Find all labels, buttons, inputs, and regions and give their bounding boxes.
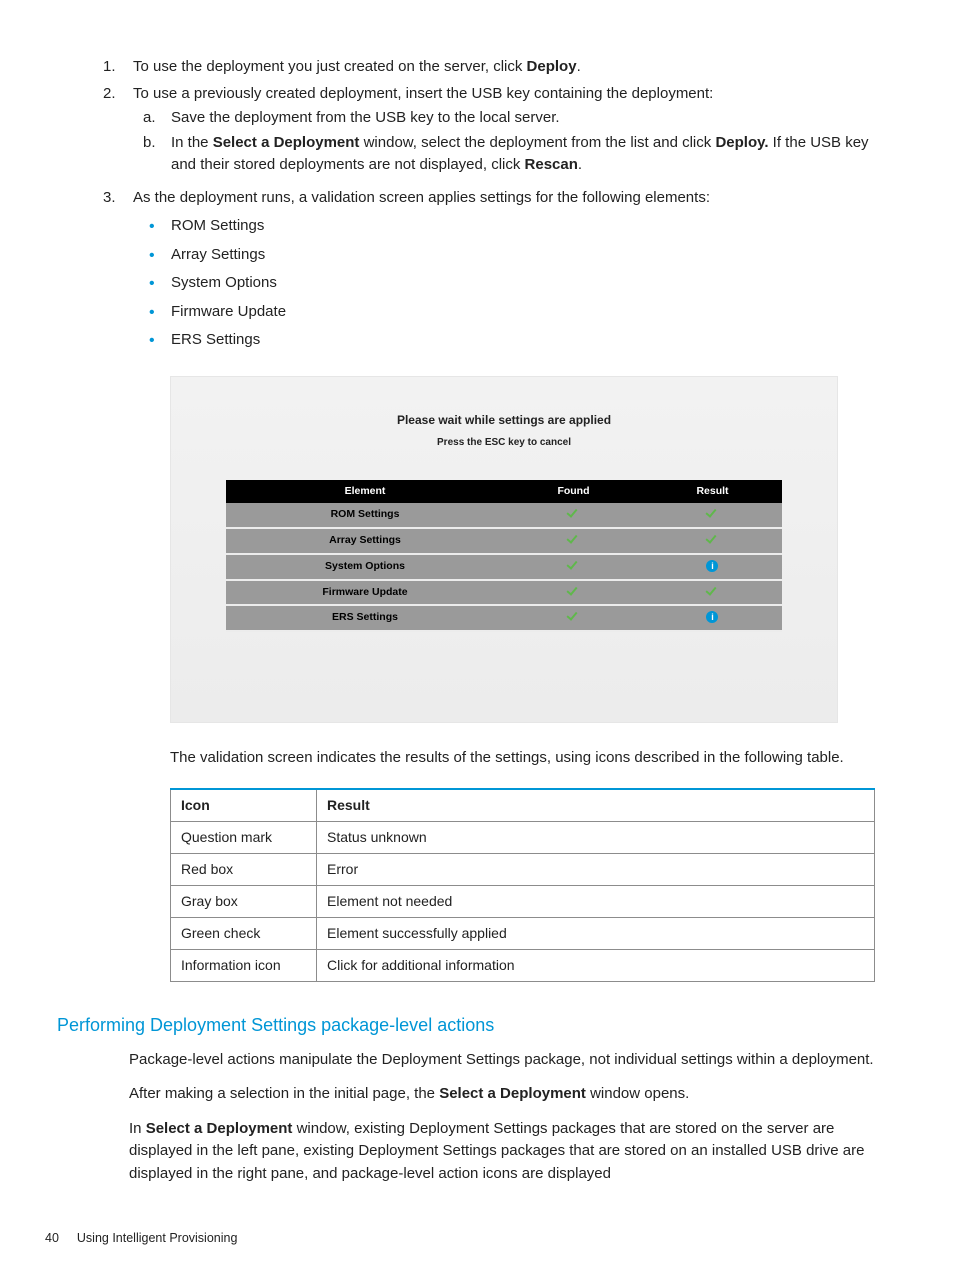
element-bullets: ROM Settings Array Settings System Optio… xyxy=(171,215,874,352)
found-cell xyxy=(504,580,643,606)
paragraph: Package-level actions manipulate the Dep… xyxy=(129,1049,874,1072)
check-icon xyxy=(566,559,580,569)
validation-screenshot: Please wait while settings are applied P… xyxy=(170,376,838,724)
step-text: To use a previously created deployment, … xyxy=(133,85,713,102)
bullet-item: ERS Settings xyxy=(171,329,874,352)
section-heading: Performing Deployment Settings package-l… xyxy=(57,1012,874,1039)
col-result: Result xyxy=(643,480,782,504)
col-found: Found xyxy=(504,480,643,504)
wait-subtitle: Press the ESC key to cancel xyxy=(201,435,807,450)
result-cell xyxy=(643,580,782,606)
found-cell xyxy=(504,554,643,580)
icon-cell: Green check xyxy=(171,917,317,949)
found-cell xyxy=(504,528,643,554)
result-cell: Click for additional information xyxy=(317,949,875,981)
found-cell xyxy=(504,605,643,631)
icon-row: Green checkElement successfully applied xyxy=(171,917,875,949)
substeps: a. Save the deployment from the USB key … xyxy=(171,107,874,177)
validation-row: Array Settings xyxy=(226,528,782,554)
bullet-item: System Options xyxy=(171,272,874,295)
paragraph: After making a selection in the initial … xyxy=(129,1083,874,1106)
substep-b: b. In the Select a Deployment window, se… xyxy=(171,132,874,177)
icon-cell: Question mark xyxy=(171,821,317,853)
col-element: Element xyxy=(226,480,504,504)
check-icon xyxy=(705,507,719,517)
validation-row: Firmware Update xyxy=(226,580,782,606)
icon-table: Icon Result Question markStatus unknownR… xyxy=(170,788,875,982)
substep-letter: b. xyxy=(143,132,156,155)
after-paragraph: The validation screen indicates the resu… xyxy=(170,747,874,770)
footer-title: Using Intelligent Provisioning xyxy=(77,1229,238,1248)
substep-text: In the Select a Deployment window, selec… xyxy=(171,134,869,174)
paragraph: In Select a Deployment window, existing … xyxy=(129,1118,874,1186)
icon-cell: Information icon xyxy=(171,949,317,981)
check-icon xyxy=(566,610,580,620)
result-cell: Element not needed xyxy=(317,885,875,917)
check-icon xyxy=(705,533,719,543)
bullet-item: ROM Settings xyxy=(171,215,874,238)
result-cell: Element successfully applied xyxy=(317,917,875,949)
element-cell: ERS Settings xyxy=(226,605,504,631)
element-cell: System Options xyxy=(226,554,504,580)
validation-row: ERS Settings xyxy=(226,605,782,631)
info-icon xyxy=(706,611,718,623)
found-cell xyxy=(504,503,643,528)
result-cell xyxy=(643,605,782,631)
icon-row: Information iconClick for additional inf… xyxy=(171,949,875,981)
result-cell xyxy=(643,503,782,528)
icon-row: Question markStatus unknown xyxy=(171,821,875,853)
step-1: 1. To use the deployment you just create… xyxy=(133,56,874,79)
validation-row: ROM Settings xyxy=(226,503,782,528)
page-footer: 40 Using Intelligent Provisioning xyxy=(45,1229,874,1248)
info-icon xyxy=(706,560,718,572)
substep-letter: a. xyxy=(143,107,156,130)
step-number: 3. xyxy=(103,187,116,210)
element-cell: ROM Settings xyxy=(226,503,504,528)
element-cell: Firmware Update xyxy=(226,580,504,606)
result-cell: Error xyxy=(317,853,875,885)
numbered-steps: 1. To use the deployment you just create… xyxy=(133,56,874,352)
check-icon xyxy=(566,585,580,595)
result-header: Result xyxy=(317,789,875,822)
icon-row: Red boxError xyxy=(171,853,875,885)
result-cell: Status unknown xyxy=(317,821,875,853)
substep-text: Save the deployment from the USB key to … xyxy=(171,109,560,126)
icon-row: Gray boxElement not needed xyxy=(171,885,875,917)
step-text: To use the deployment you just created o… xyxy=(133,58,581,75)
check-icon xyxy=(705,585,719,595)
wait-title: Please wait while settings are applied xyxy=(201,411,807,429)
check-icon xyxy=(566,533,580,543)
validation-table: Element Found Result ROM SettingsArray S… xyxy=(226,480,782,633)
step-text: As the deployment runs, a validation scr… xyxy=(133,189,710,206)
element-cell: Array Settings xyxy=(226,528,504,554)
validation-row: System Options xyxy=(226,554,782,580)
result-cell xyxy=(643,528,782,554)
check-icon xyxy=(566,507,580,517)
step-2: 2. To use a previously created deploymen… xyxy=(133,83,874,177)
bullet-item: Array Settings xyxy=(171,244,874,267)
step-3: 3. As the deployment runs, a validation … xyxy=(133,187,874,352)
step-number: 2. xyxy=(103,83,116,106)
result-cell xyxy=(643,554,782,580)
icon-header: Icon xyxy=(171,789,317,822)
substep-a: a. Save the deployment from the USB key … xyxy=(171,107,874,130)
bullet-item: Firmware Update xyxy=(171,301,874,324)
icon-cell: Red box xyxy=(171,853,317,885)
icon-cell: Gray box xyxy=(171,885,317,917)
step-number: 1. xyxy=(103,56,116,79)
page-number: 40 xyxy=(45,1229,59,1248)
